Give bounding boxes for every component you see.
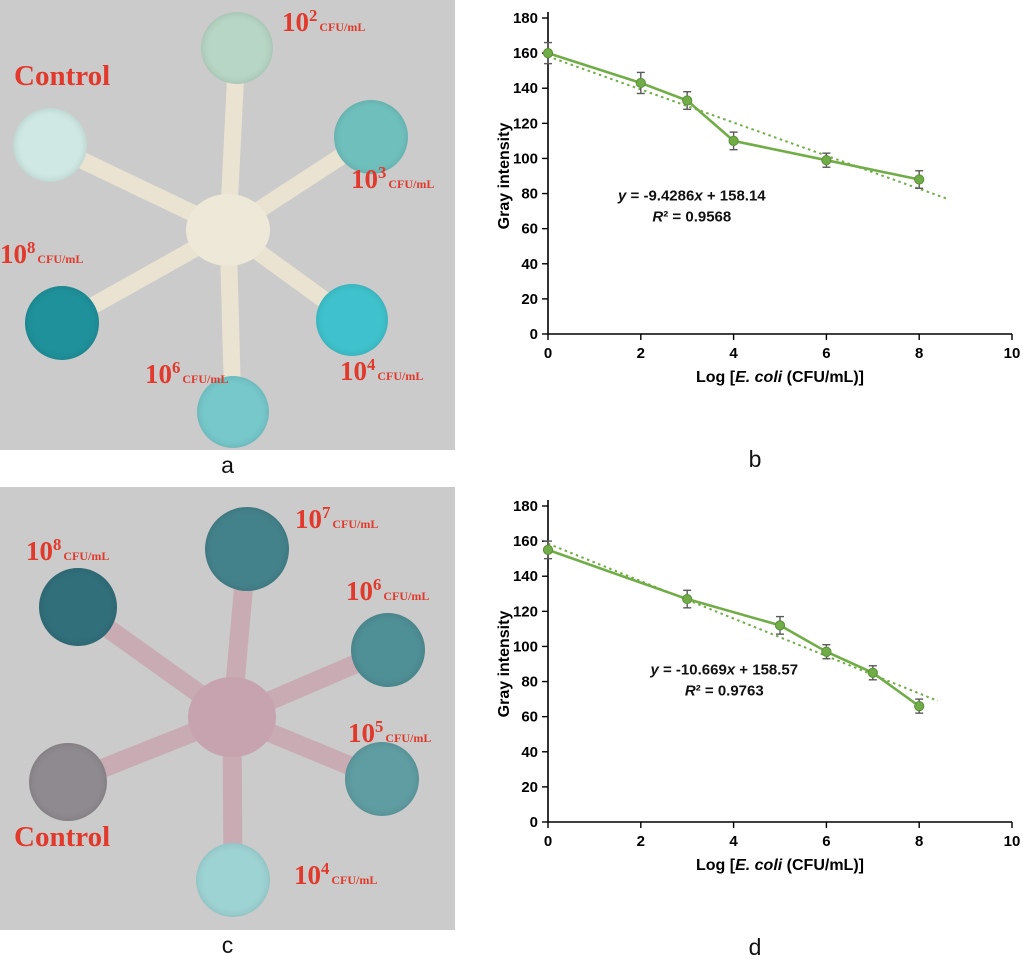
svg-text:100: 100 bbox=[513, 150, 538, 167]
svg-text:8: 8 bbox=[915, 345, 923, 362]
pad-control bbox=[29, 743, 107, 821]
pad-1e4 bbox=[316, 284, 388, 356]
pad-1e5 bbox=[345, 742, 419, 816]
svg-text:20: 20 bbox=[521, 779, 538, 796]
svg-text:180: 180 bbox=[513, 498, 538, 515]
chart-b: 0 20 40 60 80 100 120 140 160 180 0 2 4 6 8 10 Gray inte… bbox=[488, 2, 1022, 414]
svg-text:2: 2 bbox=[637, 345, 645, 362]
panel-label-c: c bbox=[221, 932, 234, 958]
panel-label-b: b bbox=[748, 446, 762, 472]
svg-text:80: 80 bbox=[521, 186, 538, 203]
svg-text:2: 2 bbox=[637, 833, 645, 850]
device-center bbox=[188, 677, 276, 757]
device-1-body bbox=[41, 39, 380, 421]
svg-text:0: 0 bbox=[544, 833, 552, 850]
pad-1e8 bbox=[39, 568, 117, 646]
svg-text:60: 60 bbox=[521, 221, 538, 238]
device-center bbox=[186, 194, 270, 266]
svg-text:40: 40 bbox=[521, 744, 538, 761]
panel-a-photo: 102CFU/mL Control 103CFU/mL 108CFU/mL 10… bbox=[0, 0, 455, 450]
svg-text:6: 6 bbox=[822, 833, 830, 850]
svg-text:40: 40 bbox=[521, 256, 538, 273]
svg-text:6: 6 bbox=[822, 345, 830, 362]
svg-text:0: 0 bbox=[530, 326, 538, 343]
panel-label-a: a bbox=[221, 452, 234, 478]
svg-text:100: 100 bbox=[513, 638, 538, 655]
svg-text:120: 120 bbox=[513, 603, 538, 620]
svg-text:4: 4 bbox=[729, 833, 738, 850]
pad-1e2 bbox=[201, 12, 273, 84]
svg-text:0: 0 bbox=[544, 345, 552, 362]
pad-1e3 bbox=[334, 100, 408, 174]
svg-text:Log [E. coli (CFU/mL)]: Log [E. coli (CFU/mL)] bbox=[696, 857, 864, 874]
pad-control bbox=[13, 108, 87, 182]
svg-text:180: 180 bbox=[513, 10, 538, 27]
svg-text:10: 10 bbox=[1004, 345, 1021, 362]
pad-1e4 bbox=[196, 843, 270, 917]
svg-text:140: 140 bbox=[513, 568, 538, 585]
svg-text:80: 80 bbox=[521, 674, 538, 691]
svg-text:4: 4 bbox=[729, 345, 738, 362]
svg-text:140: 140 bbox=[513, 80, 538, 97]
svg-text:160: 160 bbox=[513, 533, 538, 550]
svg-text:Gray intensity: Gray intensity bbox=[496, 611, 513, 718]
svg-text:0: 0 bbox=[530, 814, 538, 831]
panel-label-d: d bbox=[748, 934, 762, 960]
svg-text:120: 120 bbox=[513, 115, 538, 132]
pad-1e8 bbox=[25, 286, 99, 360]
svg-text:Log [E. coli (CFU/mL)]: Log [E. coli (CFU/mL)] bbox=[696, 369, 864, 386]
svg-text:160: 160 bbox=[513, 45, 538, 62]
chart-svg: 0 20 40 60 80 100 120 140 160 180 0 2 4 6 8 10 Gray inte… bbox=[496, 10, 1021, 386]
chart-d: 0 20 40 60 80 100 120 140 160 180 0 2 4 6 8 10 Gray inte… bbox=[488, 490, 1022, 902]
chart-svg: 0 20 40 60 80 100 120 140 160 180 0 2 4 6 8 10 Gray inte… bbox=[496, 498, 1021, 874]
pad-1e6 bbox=[351, 613, 425, 687]
svg-text:60: 60 bbox=[521, 709, 538, 726]
panel-c-photo: 108CFU/mL 107CFU/mL 106CFU/mL 105CFU/mL … bbox=[0, 487, 455, 930]
svg-text:8: 8 bbox=[915, 833, 923, 850]
pad-1e6 bbox=[197, 376, 269, 448]
svg-text:20: 20 bbox=[521, 291, 538, 308]
pad-1e7 bbox=[205, 507, 289, 591]
svg-text:10: 10 bbox=[1004, 833, 1021, 850]
svg-text:Gray intensity: Gray intensity bbox=[496, 123, 513, 230]
